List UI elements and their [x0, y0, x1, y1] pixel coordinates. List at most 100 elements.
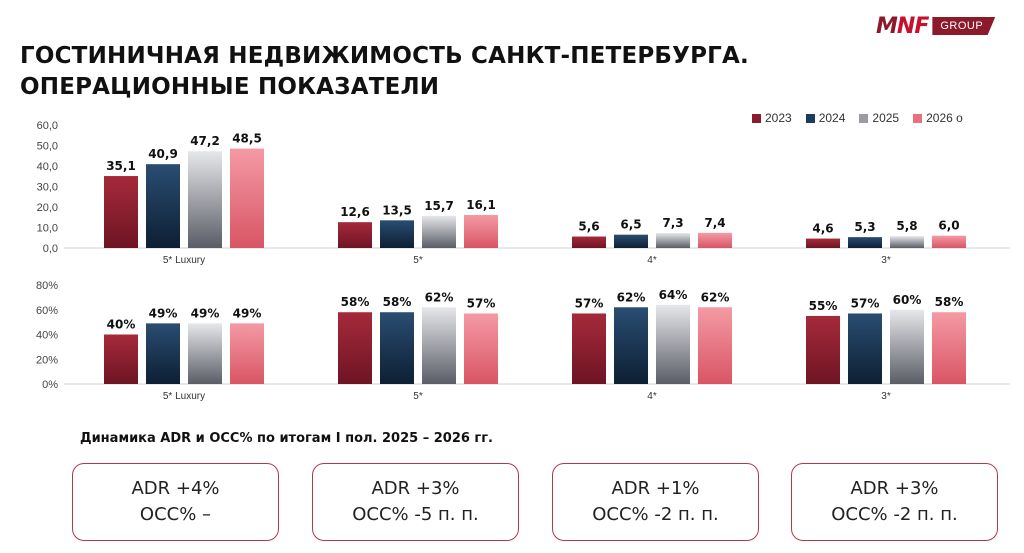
logo-mark: MNF — [876, 13, 929, 39]
data-label: 58% — [935, 295, 964, 309]
bar-2024-3 — [848, 237, 882, 248]
dynamics-subtitle: Динамика ADR и OCC% по итогам I пол. 202… — [80, 431, 493, 446]
data-label: 7,3 — [662, 216, 683, 230]
y-tick-label: 60,0 — [37, 120, 58, 132]
data-label: 6,5 — [620, 218, 641, 232]
legend-label-2026: 2026 о — [926, 111, 963, 125]
category-label: 5* — [413, 391, 423, 402]
data-label: 62% — [701, 290, 730, 304]
data-label: 5,3 — [854, 220, 875, 234]
category-label: 5* Luxury — [163, 255, 205, 266]
y-tick-label: 40% — [36, 330, 58, 342]
company-logo: MNF GROUP — [876, 13, 996, 39]
summary-occ: OCC% -5 п. п. — [352, 504, 479, 525]
data-label: 4,6 — [812, 222, 833, 236]
title-line-2: ОПЕРАЦИОННЫЕ ПОКАЗАТЕЛИ — [20, 74, 440, 100]
data-label: 47,2 — [190, 134, 220, 148]
data-label: 58% — [383, 295, 412, 309]
bar-2026-о-1 — [464, 214, 498, 248]
summary-box-luxury: ADR +4% OCC% – — [72, 463, 279, 541]
bar-2025-0 — [188, 323, 222, 384]
bar-2026-о-2 — [698, 307, 732, 384]
data-label: 16,1 — [466, 198, 496, 212]
data-label: 57% — [575, 296, 604, 310]
bar-2023-2 — [572, 313, 606, 384]
bar-2024-2 — [614, 234, 648, 248]
data-label: 62% — [617, 290, 646, 304]
page-title: ГОСТИНИЧНАЯ НЕДВИЖИМОСТЬ САНКТ-ПЕТЕРБУРГ… — [20, 41, 749, 103]
data-label: 15,7 — [424, 199, 454, 213]
bar-2025-1 — [422, 307, 456, 384]
category-label: 3* — [881, 391, 891, 402]
category-label: 3* — [881, 255, 891, 266]
category-label: 4* — [647, 255, 657, 266]
data-label: 40,9 — [148, 147, 178, 161]
bar-2026-о-3 — [932, 312, 966, 384]
data-label: 7,4 — [704, 216, 725, 230]
legend-label-2024: 2024 — [818, 111, 846, 125]
data-label: 49% — [233, 306, 262, 320]
bar-2024-0 — [146, 164, 180, 248]
bar-2023-1 — [338, 222, 372, 248]
summary-occ: OCC% -2 п. п. — [831, 504, 958, 525]
legend-item-2025: 2025 — [859, 111, 899, 125]
y-tick-label: 10,0 — [37, 223, 58, 235]
occupancy-bar-chart: 0% 20% 40% 60% 80% 40% 49% 49% 49% 5* Luxury 58% 58… — [36, 280, 1010, 402]
bar-2026-о-1 — [464, 313, 498, 384]
title-line-1: ГОСТИНИЧНАЯ НЕДВИЖИМОСТЬ САНКТ-ПЕТЕРБУРГ… — [20, 43, 749, 69]
y-tick-label: 0% — [42, 379, 58, 391]
summary-occ: OCC% – — [139, 504, 212, 525]
data-label: 5,6 — [578, 220, 599, 234]
bar-2023-0 — [104, 176, 138, 248]
y-tick-label: 40,0 — [37, 161, 58, 173]
data-label: 60% — [893, 293, 922, 307]
summary-adr: ADR +1% — [611, 478, 700, 499]
bar-2024-0 — [146, 323, 180, 384]
logo-group-label: GROUP — [932, 17, 996, 35]
bar-2026-о-2 — [698, 232, 732, 248]
bar-2024-3 — [848, 313, 882, 384]
bar-2026-о-0 — [230, 323, 264, 384]
bar-2025-3 — [890, 236, 924, 248]
summary-box-5star: ADR +3% OCC% -5 п. п. — [312, 463, 519, 541]
legend-item-2026: 2026 о — [913, 111, 963, 125]
legend-swatch-2023 — [752, 113, 761, 123]
summary-box-4star: ADR +1% OCC% -2 п. п. — [552, 463, 759, 541]
data-label: 64% — [659, 288, 688, 302]
y-tick-label: 30,0 — [37, 182, 58, 194]
data-label: 49% — [149, 306, 178, 320]
legend-swatch-2025 — [859, 113, 869, 123]
data-label: 57% — [851, 296, 880, 310]
summary-box-3star: ADR +3% OCC% -2 п. п. — [791, 463, 998, 541]
data-label: 55% — [809, 299, 838, 313]
bar-2025-2 — [656, 304, 690, 384]
data-label: 62% — [425, 290, 454, 304]
data-label: 35,1 — [106, 159, 136, 173]
bar-2025-0 — [188, 151, 222, 248]
bar-2024-1 — [380, 220, 414, 248]
legend-swatch-2024 — [805, 113, 815, 123]
category-label: 5* Luxury — [163, 391, 205, 402]
data-label: 40% — [107, 318, 136, 332]
legend-item-2023: 2023 — [752, 111, 792, 125]
summary-adr: ADR +4% — [131, 478, 220, 499]
data-label: 58% — [341, 295, 370, 309]
legend-item-2024: 2024 — [805, 111, 846, 125]
data-label: 5,8 — [896, 219, 917, 233]
y-tick-label: 80% — [36, 280, 58, 292]
bar-2026-о-3 — [932, 235, 966, 248]
summary-adr: ADR +3% — [850, 478, 939, 499]
y-tick-label: 0,0 — [43, 243, 58, 255]
category-label: 5* — [413, 255, 423, 266]
summary-adr: ADR +3% — [371, 478, 460, 499]
bar-2024-1 — [380, 312, 414, 384]
data-label: 57% — [467, 296, 496, 310]
bar-2023-3 — [806, 315, 840, 384]
data-label: 13,5 — [382, 203, 412, 217]
summary-occ: OCC% -2 п. п. — [592, 504, 719, 525]
category-label: 4* — [647, 391, 657, 402]
bar-2023-1 — [338, 312, 372, 384]
data-label: 49% — [191, 306, 220, 320]
bar-2024-2 — [614, 307, 648, 384]
y-tick-label: 60% — [36, 305, 58, 317]
